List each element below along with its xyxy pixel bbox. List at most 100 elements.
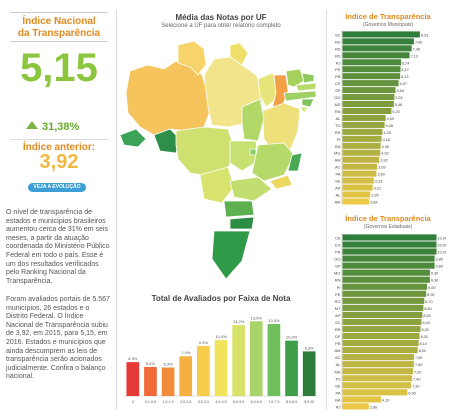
histogram-tick-label: 9,0-10 <box>304 400 314 404</box>
evolution-button[interactable]: VEJA A EVOLUÇÃO <box>28 183 86 192</box>
state-bar-label: 10,00 <box>438 236 447 240</box>
histogram-bar-label: 7,4% <box>181 350 191 355</box>
state-ac[interactable] <box>119 128 147 148</box>
municipal-ranking-subtitle: (Governos Municipais) <box>362 22 414 28</box>
histogram-bar <box>267 323 281 396</box>
national-index-title: Índice Nacional da Transparência <box>10 12 108 42</box>
municipal-bar-label: 6,24 <box>402 61 409 65</box>
municipal-bar-label: 7,36 <box>413 47 420 51</box>
state-pb[interactable] <box>295 82 317 92</box>
state-to[interactable] <box>241 98 265 142</box>
state-bar-label: 7,40 <box>413 377 420 381</box>
municipal-bar-label: 5,97 <box>400 82 407 86</box>
municipal-bar-label: 3,60 <box>377 173 384 177</box>
municipal-bar-label: 3,33 <box>375 180 382 184</box>
municipal-bar <box>342 66 401 73</box>
state-ce[interactable] <box>285 68 305 88</box>
state-rn[interactable] <box>301 72 315 84</box>
map-title: Média das Notas por UF <box>175 13 267 22</box>
state-pe[interactable] <box>283 90 317 102</box>
histogram-tick-label: 2,0-2,9 <box>180 400 191 404</box>
histogram-bar-label: 13,4% <box>268 318 280 323</box>
municipal-bar-label: 2,84 <box>370 200 377 204</box>
state-df[interactable] <box>249 148 257 156</box>
state-bar <box>342 248 437 255</box>
state-sc[interactable] <box>229 216 255 230</box>
national-score: 5,15 <box>20 46 98 90</box>
state-bar <box>342 347 418 354</box>
state-bar <box>342 403 369 410</box>
state-rj[interactable] <box>269 174 293 190</box>
state-ba[interactable] <box>261 102 301 154</box>
municipal-tick-label: SP <box>335 88 341 93</box>
histogram-title: Total de Avaliados por Faixa de Nota <box>151 294 291 303</box>
histogram-bar-label: 10,3% <box>286 335 298 340</box>
state-bar-label: 9,00 <box>428 286 435 290</box>
municipal-tick-label: AM <box>335 158 341 163</box>
histogram-bar-label: 5,3% <box>164 362 174 367</box>
municipal-bar <box>342 52 410 59</box>
state-mg[interactable] <box>251 142 295 182</box>
state-ranking-chart: CE 10,00 ES 10,00 PR 10,00 GO 9,80 SP 9,80 MG 9,30 R… <box>334 233 447 410</box>
previous-index-label: Índice anterior: <box>10 139 108 153</box>
municipal-bar-label: 5,52 <box>395 96 402 100</box>
state-tick-label: PE <box>335 292 341 297</box>
state-es[interactable] <box>287 152 303 172</box>
state-tick-label: RJ <box>336 404 341 409</box>
state-ap[interactable] <box>229 42 249 66</box>
state-go[interactable] <box>229 140 259 172</box>
municipal-tick-label: BA <box>335 144 341 149</box>
municipal-tick-label: MS <box>335 102 341 107</box>
histogram-bar-label: 8,3% <box>305 345 315 350</box>
state-bar-label: 9,30 <box>431 272 438 276</box>
state-bar-label: 8,00 <box>419 349 426 353</box>
state-al[interactable] <box>301 98 315 108</box>
histogram-bar <box>214 340 228 396</box>
histogram-bar <box>161 367 175 396</box>
municipal-bar-label: 5,20 <box>392 110 399 114</box>
state-tick-label: BA <box>335 397 341 402</box>
state-ms[interactable] <box>199 166 235 204</box>
state-bar <box>342 311 423 318</box>
state-bar-label: 2,80 <box>370 405 377 409</box>
state-rs[interactable] <box>211 230 251 280</box>
municipal-bar <box>342 114 386 121</box>
state-bar <box>342 382 412 389</box>
municipal-tick-label: AL <box>336 193 342 198</box>
histogram-tick-label: 0,1-0,9 <box>145 400 156 404</box>
municipal-bar-label: 7,13 <box>411 54 418 58</box>
state-ranking-subtitle: (Governos Estaduais) <box>363 224 413 230</box>
state-bar-label: 7,30 <box>412 384 419 388</box>
state-bar <box>342 325 421 333</box>
municipal-tick-label: AC <box>335 165 341 170</box>
histogram-tick-label: 1,0-1,9 <box>162 400 173 404</box>
state-se[interactable] <box>299 106 309 114</box>
municipal-bar-label: 3,21 <box>374 187 381 191</box>
growth-value: 31,38% <box>42 121 80 133</box>
state-tick-label: PR <box>335 250 341 255</box>
state-bar <box>342 255 435 262</box>
previous-index-value: 3,92 <box>39 151 79 173</box>
summary-paragraph-1: O nível de transparência de estados e mu… <box>6 209 110 285</box>
histogram-bar-label: 6,3% <box>128 356 138 361</box>
municipal-bar-label: 5,64 <box>397 89 404 93</box>
growth-indicator: 31,38% <box>26 121 79 133</box>
state-bar-label: 8,90 <box>427 293 434 297</box>
histogram-bar <box>232 325 245 396</box>
histogram-bar <box>126 362 140 396</box>
municipal-bar <box>342 101 394 108</box>
municipal-bar <box>342 87 396 94</box>
state-tick-label: SP <box>335 264 341 269</box>
state-pr[interactable] <box>223 200 255 218</box>
state-bar <box>342 340 419 347</box>
summary-panel: Índice Nacional da Transparência 5,15 31… <box>0 0 116 419</box>
state-sp[interactable] <box>229 176 273 202</box>
state-bar-label: 10,00 <box>438 251 447 255</box>
state-rr[interactable] <box>177 40 207 76</box>
municipal-tick-label: RR <box>335 130 341 135</box>
state-bar <box>342 234 437 241</box>
municipal-tick-label: RS <box>335 46 341 51</box>
state-tick-label: RO <box>335 299 341 304</box>
title-line-1: Índice Nacional <box>22 16 96 27</box>
state-tick-label: AM <box>335 348 341 353</box>
